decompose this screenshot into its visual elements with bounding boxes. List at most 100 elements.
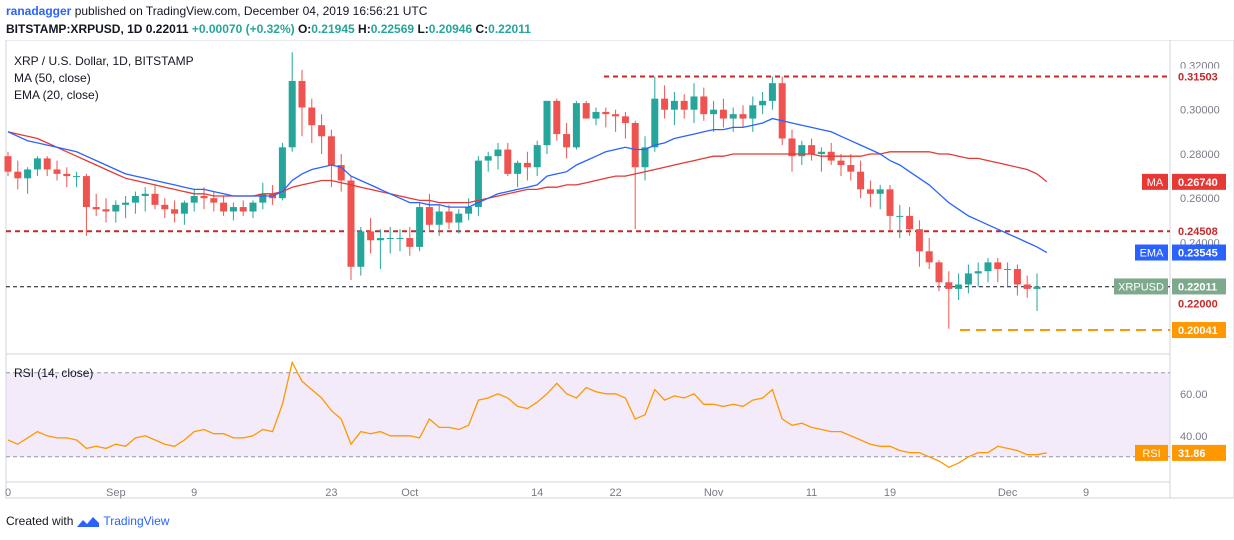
candle-body: [494, 149, 502, 157]
candle-body: [768, 83, 776, 101]
candle-body: [239, 207, 247, 212]
candle-body: [425, 207, 433, 225]
time-tick-label: 14: [531, 487, 543, 499]
price-tick-label: 0.28000: [1180, 149, 1220, 161]
candle-body: [857, 171, 865, 190]
candle-body: [514, 162, 522, 174]
candle-body: [63, 173, 71, 177]
ema-line: [7, 117, 1048, 254]
candle-body: [670, 100, 678, 110]
time-tick-label: 23: [325, 487, 337, 499]
candle-body: [788, 138, 796, 157]
close-label: C:: [475, 22, 489, 36]
candle-body: [229, 207, 237, 212]
rsi-band: [6, 372, 1170, 457]
candle-body: [964, 273, 972, 285]
candle-body: [455, 213, 463, 223]
time-tick-label: Sep: [106, 487, 126, 499]
candle-body: [396, 238, 404, 240]
candle-body: [837, 160, 845, 166]
candle-body: [955, 284, 963, 289]
candle-body: [367, 231, 375, 241]
candle-body: [906, 215, 914, 230]
time-tick-label: 19: [884, 487, 896, 499]
publish-info: published on TradingView.com, December 0…: [74, 4, 428, 18]
ma-value-tag-label: 0.26740: [1178, 177, 1218, 189]
candle-body: [200, 196, 208, 199]
candle-body: [386, 238, 394, 240]
open-label: O:: [297, 22, 312, 36]
price-change: +0.00070 (+0.32%): [191, 22, 295, 36]
rsi-tick-label: 40.00: [1180, 431, 1208, 443]
candle-body: [376, 238, 384, 241]
author-link[interactable]: ranadagger: [6, 4, 72, 18]
candle-body: [298, 80, 306, 108]
candle-body: [543, 100, 551, 146]
time-tick-label: 9: [1083, 487, 1089, 499]
candle-body: [621, 116, 629, 123]
publish-line: ranadagger published on TradingView.com,…: [6, 4, 427, 18]
chart-area[interactable]: 0.320000.300000.280000.260000.240000.220…: [0, 40, 1234, 514]
ma-value-tag: [1172, 173, 1226, 190]
level-31503-tag: [1172, 68, 1226, 85]
ema-legend: EMA (20, close): [14, 88, 99, 102]
candle-body: [416, 207, 424, 247]
time-tick-label: 11: [806, 487, 817, 499]
time-tick-label: 9: [191, 487, 197, 499]
low-label: L:: [417, 22, 429, 36]
rsi-value-tag-label: 31.86: [1178, 448, 1206, 460]
candle-body: [102, 209, 110, 212]
candle-body: [1033, 286, 1041, 289]
candle-body: [249, 202, 257, 212]
candle-body: [631, 123, 639, 168]
candle-body: [484, 156, 492, 161]
candle-body: [719, 109, 727, 119]
candle-body: [612, 114, 620, 117]
candle-body: [131, 196, 139, 203]
candle-body: [180, 202, 188, 214]
xrpusd-value-tag: [1172, 278, 1226, 295]
close-value: 0.22011: [488, 22, 531, 36]
high-label: H:: [358, 22, 371, 36]
price-tick-label: 0.26000: [1180, 193, 1220, 205]
ema-value-tag: [1172, 244, 1226, 261]
symbol-line: BITSTAMP:XRPUSD, 1D 0.22011 +0.00070 (+0…: [6, 22, 531, 36]
level-20041-tag: [1172, 322, 1226, 339]
time-tick-label: Dec: [998, 487, 1018, 499]
ema-value-prefix: EMA: [1140, 248, 1165, 260]
ma-value-prefix-tag: [1142, 173, 1168, 190]
high-value: 0.22569: [370, 22, 415, 36]
time-tick-label: Oct: [401, 487, 418, 499]
candle-body: [24, 169, 32, 179]
candle-body: [945, 282, 953, 289]
candle-body: [4, 156, 12, 172]
time-tick-label: 22: [609, 487, 621, 499]
candle-body: [122, 202, 130, 205]
candle-body: [327, 136, 335, 166]
candle-body: [1004, 269, 1012, 270]
candle-body: [935, 262, 943, 283]
candle-body: [92, 207, 100, 210]
candle-body: [259, 193, 267, 203]
rsi-value-tag: [1172, 444, 1226, 461]
candle-body: [641, 147, 649, 168]
candle-body: [1013, 269, 1021, 285]
level-20041-tag-label: 0.20041: [1178, 325, 1218, 337]
ema-value-prefix-tag: [1135, 244, 1168, 261]
candle-body: [866, 189, 874, 194]
last-price: 0.22011: [145, 22, 189, 36]
candle-body: [474, 160, 482, 208]
candle-body: [739, 114, 747, 119]
candle-body: [847, 165, 855, 172]
symbol-name: BITSTAMP:XRPUSD, 1D: [6, 22, 143, 36]
candle-body: [337, 165, 345, 181]
candle-body: [435, 211, 443, 225]
tradingview-link[interactable]: TradingView: [103, 514, 170, 528]
candle-body: [357, 231, 365, 267]
candle-body: [994, 262, 1002, 269]
ema-value-tag-label: 0.23545: [1178, 248, 1218, 260]
candle-body: [14, 171, 22, 179]
candle-body: [896, 215, 904, 217]
level-22000-tag-label: 0.22000: [1178, 299, 1218, 311]
candle-body: [808, 145, 816, 154]
